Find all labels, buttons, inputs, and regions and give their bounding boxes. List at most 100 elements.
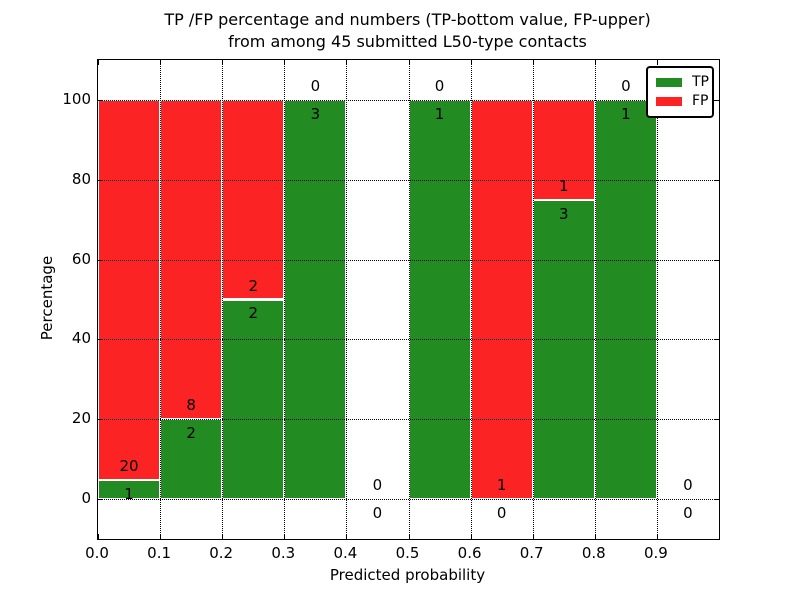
legend-swatch-fp bbox=[656, 97, 682, 106]
tp-count-label: 3 bbox=[558, 204, 569, 223]
tp-count-label: 0 bbox=[372, 504, 383, 523]
gridline-vertical bbox=[470, 60, 472, 539]
y-tick-right bbox=[714, 339, 719, 341]
y-tick-right bbox=[714, 419, 719, 421]
x-axis-label: Predicted probability bbox=[329, 566, 486, 584]
gridline-vertical bbox=[284, 60, 286, 539]
gridline-vertical bbox=[408, 60, 410, 539]
x-tick-top bbox=[98, 60, 99, 65]
x-tick bbox=[222, 534, 224, 539]
y-tick bbox=[98, 179, 103, 181]
bar-fp-segment bbox=[532, 99, 595, 200]
chart-title-line1: TP /FP percentage and numbers (TP-bottom… bbox=[164, 10, 651, 29]
x-tick bbox=[160, 534, 162, 539]
gridline-vertical bbox=[346, 60, 348, 539]
gridline-vertical bbox=[594, 60, 596, 539]
fp-count-label: 20 bbox=[119, 457, 139, 476]
x-tick-label: 0.7 bbox=[519, 544, 544, 562]
y-tick-label: 20 bbox=[71, 409, 91, 428]
x-tick-label: 0.6 bbox=[457, 544, 482, 562]
legend-label-fp: FP bbox=[692, 93, 709, 109]
legend: TP FP bbox=[646, 66, 714, 118]
gridline-vertical bbox=[656, 60, 658, 539]
fp-count-label: 8 bbox=[186, 396, 196, 415]
gridline-vertical bbox=[532, 60, 534, 539]
fp-count-label: 0 bbox=[434, 76, 445, 95]
tp-count-label: 1 bbox=[124, 485, 134, 504]
fp-count-label: 0 bbox=[310, 76, 321, 95]
x-tick-top bbox=[222, 60, 224, 65]
chart-title: TP /FP percentage and numbers (TP-bottom… bbox=[97, 9, 718, 53]
x-tick-label: 0.2 bbox=[209, 544, 234, 562]
bar-tp-segment bbox=[222, 299, 285, 500]
x-tick-label: 0.0 bbox=[85, 544, 109, 562]
plot-area: 20 1 8 2 2 2 0 3 0 0 0 1 1 0 1 3 0 1 0 0 bbox=[97, 59, 720, 540]
bar-tp-segment bbox=[284, 99, 347, 500]
y-tick-label: 0 bbox=[81, 489, 91, 508]
x-tick bbox=[98, 534, 99, 539]
y-tick-right bbox=[714, 499, 719, 501]
tp-count-label: 1 bbox=[621, 104, 631, 123]
y-tick-label: 100 bbox=[62, 89, 91, 108]
x-tick-top bbox=[408, 60, 410, 65]
legend-label-tp: TP bbox=[692, 74, 709, 90]
x-tick-label: 0.1 bbox=[147, 544, 172, 562]
fp-count-label: 0 bbox=[621, 76, 631, 95]
y-tick-right bbox=[714, 179, 719, 181]
tp-count-label: 3 bbox=[310, 104, 321, 123]
y-tick bbox=[98, 259, 103, 261]
y-tick bbox=[98, 99, 103, 101]
y-tick-label: 40 bbox=[71, 329, 91, 348]
x-tick-label: 0.3 bbox=[271, 544, 296, 562]
legend-row-fp: FP bbox=[656, 92, 712, 111]
bar-tp-segment bbox=[408, 99, 471, 500]
fp-count-label: 0 bbox=[683, 476, 693, 495]
bar-fp-segment bbox=[470, 99, 533, 500]
bar-fp-segment bbox=[222, 99, 285, 300]
x-tick-label: 0.9 bbox=[643, 544, 668, 562]
gridline-vertical bbox=[160, 60, 162, 539]
x-tick-top bbox=[284, 60, 286, 65]
x-tick-label: 0.8 bbox=[581, 544, 606, 562]
x-tick-label: 0.4 bbox=[333, 544, 358, 562]
x-tick-top bbox=[532, 60, 534, 65]
y-tick bbox=[98, 419, 103, 421]
x-tick-top bbox=[656, 60, 658, 65]
bar-fp-segment bbox=[160, 99, 223, 420]
gridline-vertical bbox=[222, 60, 224, 539]
tp-count-label: 0 bbox=[496, 504, 507, 523]
x-tick bbox=[284, 534, 286, 539]
bar-tp-segment bbox=[594, 99, 657, 500]
x-tick-top bbox=[346, 60, 348, 65]
y-tick-right bbox=[714, 99, 719, 101]
x-tick bbox=[532, 534, 534, 539]
bar-tp-segment bbox=[532, 199, 595, 500]
chart-title-line2: from among 45 submitted L50-type contact… bbox=[228, 32, 587, 51]
fp-count-label: 0 bbox=[372, 476, 383, 495]
bar-fp-segment bbox=[98, 99, 161, 481]
x-tick bbox=[656, 534, 658, 539]
x-tick bbox=[470, 534, 472, 539]
x-tick-top bbox=[160, 60, 162, 65]
fp-count-label: 1 bbox=[496, 476, 507, 495]
bar-tp-segment bbox=[98, 480, 161, 500]
legend-row-tp: TP bbox=[656, 73, 712, 92]
y-tick-label: 80 bbox=[71, 169, 91, 188]
x-tick-top bbox=[470, 60, 472, 65]
legend-swatch-tp bbox=[656, 78, 682, 87]
fp-count-label: 2 bbox=[248, 276, 258, 295]
x-tick-top bbox=[594, 60, 596, 65]
tp-count-label: 0 bbox=[683, 504, 693, 523]
y-tick-label: 60 bbox=[71, 249, 91, 268]
tp-count-label: 2 bbox=[248, 304, 258, 323]
fp-count-label: 1 bbox=[558, 176, 569, 195]
y-tick-right bbox=[714, 259, 719, 261]
tp-count-label: 1 bbox=[434, 104, 445, 123]
y-tick bbox=[98, 339, 103, 341]
bar-tp-segment bbox=[160, 419, 223, 500]
x-tick bbox=[594, 534, 596, 539]
x-tick bbox=[346, 534, 348, 539]
x-tick-label: 0.5 bbox=[395, 544, 420, 562]
x-tick bbox=[408, 534, 410, 539]
